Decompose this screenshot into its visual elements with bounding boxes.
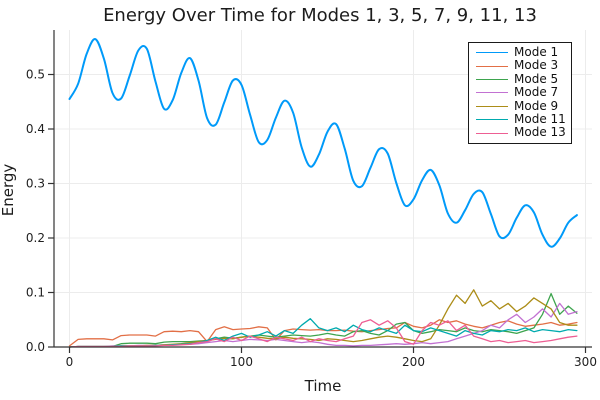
legend-line-swatch bbox=[476, 132, 508, 134]
series-line-mode-9 bbox=[68, 289, 578, 348]
series-line-mode-5 bbox=[68, 292, 578, 348]
y-tick-label: 0.1 bbox=[26, 286, 45, 300]
series-line-mode-13 bbox=[68, 319, 578, 348]
y-tick-label: 0.4 bbox=[26, 122, 45, 136]
legend-label: Mode 3 bbox=[514, 58, 559, 73]
legend-label: Mode 11 bbox=[514, 111, 566, 126]
legend-line-swatch bbox=[476, 52, 508, 54]
legend-box: Mode 1 Mode 3 Mode 5 Mode 7 Mode 9 Mode 11 Mod… bbox=[468, 42, 572, 144]
legend-label: Mode 9 bbox=[514, 98, 559, 113]
legend-item: Mode 13 bbox=[476, 125, 566, 140]
legend-item: Mode 11 bbox=[476, 111, 566, 126]
legend-item: Mode 9 bbox=[476, 98, 566, 113]
legend-item: Mode 7 bbox=[476, 85, 566, 100]
legend-line-swatch bbox=[476, 92, 508, 94]
y-tick-label: 0.0 bbox=[26, 340, 45, 354]
legend-label: Mode 7 bbox=[514, 85, 559, 100]
x-tick-label: 100 bbox=[230, 355, 253, 369]
legend-line-swatch bbox=[476, 105, 508, 107]
legend-item: Mode 3 bbox=[476, 58, 566, 73]
legend-label: Mode 5 bbox=[514, 71, 559, 86]
y-axis-label: Energy bbox=[0, 163, 17, 217]
chart-title: Energy Over Time for Modes 1, 3, 5, 7, 9… bbox=[103, 5, 537, 26]
legend-item: Mode 5 bbox=[476, 71, 566, 86]
y-tick-label: 0.3 bbox=[26, 177, 45, 191]
x-tick-label: 200 bbox=[402, 355, 425, 369]
series-line-mode-1 bbox=[68, 38, 578, 248]
legend-label: Mode 13 bbox=[514, 125, 566, 140]
legend-line-swatch bbox=[476, 119, 508, 121]
y-tick-label: 0.2 bbox=[26, 231, 45, 245]
series-line-mode-3 bbox=[68, 319, 578, 347]
legend-item: Mode 1 bbox=[476, 45, 566, 59]
legend-label: Mode 1 bbox=[514, 45, 559, 59]
x-tick-label: 0 bbox=[66, 355, 74, 369]
x-tick-label: 300 bbox=[574, 355, 597, 369]
legend-line-swatch bbox=[476, 78, 508, 80]
x-axis-label: Time bbox=[304, 377, 342, 395]
y-tick-label: 0.5 bbox=[26, 68, 45, 82]
legend-line-swatch bbox=[476, 65, 508, 67]
